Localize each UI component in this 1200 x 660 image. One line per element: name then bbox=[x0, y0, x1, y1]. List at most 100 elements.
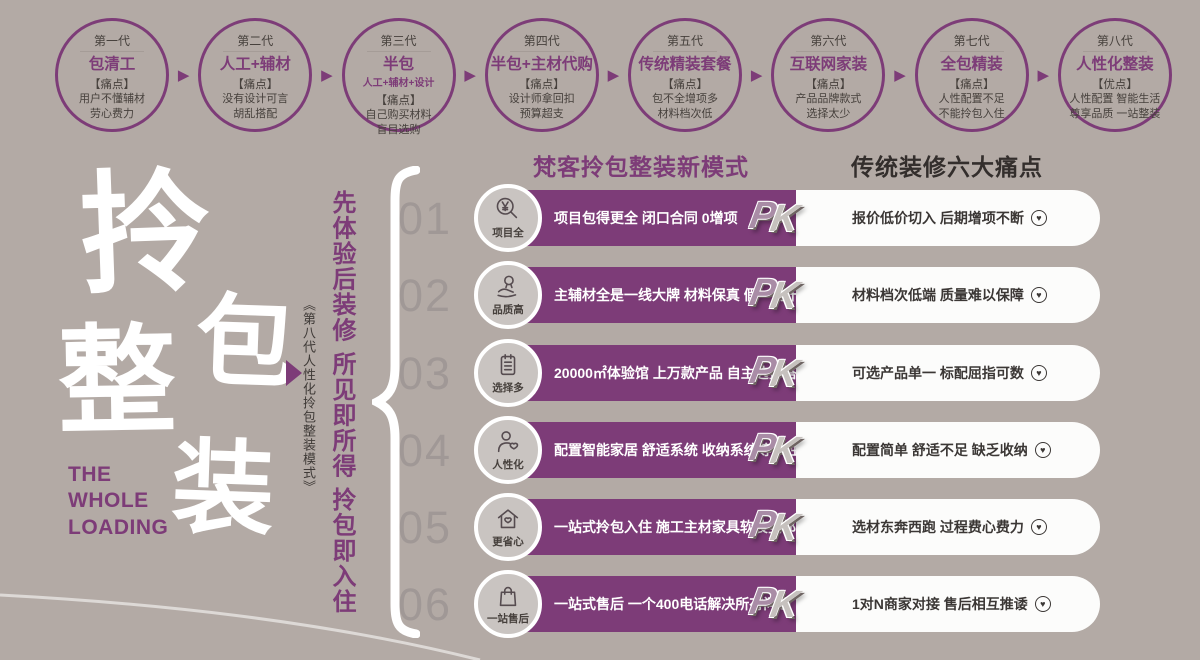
header-new-model: 梵客拎包整装新模式 bbox=[533, 154, 749, 180]
broken-heart-icon: ♥ bbox=[1030, 287, 1047, 303]
gen-line: 选择太少 bbox=[806, 107, 851, 120]
icon-label: 人性化 bbox=[492, 459, 524, 471]
comparison-row-6: 06 一站式售后 一个400电话解决所有问题 1对N商家对接 售后相互推诿 ♥ 一… bbox=[398, 570, 1102, 638]
generation-timeline: 第一代 包清工 【痛点】 用户不懂辅材 劳心费力 ▶ 第二代 人工+辅材 【痛点… bbox=[55, 18, 1172, 136]
con-bar: 材料档次低端 质量难以保障 ♥ bbox=[796, 267, 1100, 323]
divider bbox=[653, 51, 718, 52]
slogan-vertical: 先体验后装修 所见即所得 拎包即入住 bbox=[328, 190, 355, 615]
row-number: 05 bbox=[398, 502, 453, 553]
pro-bar: 项目包得更全 闭口合同 0增项 bbox=[486, 190, 796, 246]
gen-label: 第五代 bbox=[667, 34, 704, 48]
arrow-right-icon: ▶ bbox=[177, 66, 190, 84]
gen-title: 半包+主材代购 bbox=[490, 56, 593, 73]
pro-text: 一站式拎包入住 施工主材家具软装全都有 bbox=[554, 519, 810, 535]
logo-char-2: 包 bbox=[193, 281, 299, 403]
pro-text: 20000㎡体验馆 上万款产品 自主选择搭配 bbox=[554, 365, 811, 381]
pro-text: 主辅材全是一线大牌 材料保真 假一罚十 bbox=[554, 287, 800, 303]
gen-line: 自己购买材料 bbox=[365, 109, 432, 122]
row-number: 02 bbox=[398, 270, 453, 321]
gen-tag: 【痛点】 bbox=[375, 95, 422, 108]
shopping-bag-icon: 一站售后 bbox=[474, 570, 542, 638]
gen-label: 第八代 bbox=[1096, 34, 1133, 48]
divider bbox=[939, 51, 1004, 52]
con-text: 配置简单 舒适不足 缺乏收纳 bbox=[852, 442, 1028, 458]
con-text: 报价低价切入 后期增项不断 bbox=[852, 210, 1024, 226]
gen-tag: 【优点】 bbox=[1091, 79, 1138, 92]
gen-title: 包清工 bbox=[88, 56, 136, 73]
divider bbox=[509, 51, 574, 52]
con-bar: 报价低价切入 后期增项不断 ♥ bbox=[796, 190, 1100, 246]
row-number: 01 bbox=[398, 193, 453, 244]
comparison-row-4: 04 配置智能家居 舒适系统 收纳系统等人性产品 配置简单 舒适不足 缺乏收纳 ♥… bbox=[398, 416, 1102, 484]
gen-line: 用户不懂辅材 bbox=[79, 93, 145, 106]
divider bbox=[1082, 51, 1147, 52]
logo-char-1: 拎 bbox=[77, 153, 215, 314]
medal-hand-icon: 品质高 bbox=[474, 261, 542, 329]
logo-subtitle: THE WHOLE LOADING bbox=[68, 463, 169, 539]
divider bbox=[223, 51, 288, 52]
divider bbox=[366, 51, 431, 52]
gen-line: 人性配置不足 bbox=[938, 93, 1005, 106]
broken-heart-icon: ♥ bbox=[1030, 519, 1047, 535]
broken-heart-icon: ♥ bbox=[1034, 596, 1051, 612]
gen-label: 第一代 bbox=[93, 34, 130, 48]
broken-heart-icon: ♥ bbox=[1030, 210, 1047, 226]
gen-line: 不能拎包入住 bbox=[938, 107, 1005, 120]
con-text: 选材东奔西跑 过程费心费力 bbox=[852, 519, 1024, 535]
gen-title: 人性化整装 bbox=[1076, 56, 1154, 73]
gen-circle-3: 第三代 半包 人工+辅材+设计 【痛点】 自己购买材料 盲目选购 bbox=[341, 18, 456, 136]
arrow-right-icon: ▶ bbox=[607, 66, 620, 84]
row-number: 06 bbox=[398, 579, 453, 630]
gen-title: 人工+辅材 bbox=[219, 56, 291, 73]
comparison-row-3: 03 20000㎡体验馆 上万款产品 自主选择搭配 可选产品单一 标配屈指可数 ♥… bbox=[398, 339, 1102, 407]
con-text: 1对N商家对接 售后相互推诿 bbox=[852, 596, 1028, 612]
gen-tag: 【痛点】 bbox=[518, 79, 565, 92]
arrow-right-icon: ▶ bbox=[1037, 66, 1049, 84]
arrow-right-icon: ▶ bbox=[750, 66, 763, 84]
broken-heart-icon: ♥ bbox=[1030, 365, 1047, 381]
logo-char-3: 整 bbox=[56, 309, 178, 452]
gen-tag: 【痛点】 bbox=[232, 79, 279, 92]
yen-search-icon: 项目全 bbox=[474, 184, 542, 252]
gen-title: 全包精装 bbox=[940, 56, 1003, 73]
gen-label: 第二代 bbox=[237, 34, 274, 48]
icon-label: 一站售后 bbox=[487, 613, 529, 625]
gen-tag: 【痛点】 bbox=[948, 79, 995, 92]
gen-title: 互联网家装 bbox=[789, 56, 868, 73]
gen-circle-6: 第六代 互联网家装 【痛点】 产品品牌款式 选择太少 bbox=[771, 18, 886, 132]
gen-line: 设计师拿回扣 bbox=[508, 93, 575, 106]
gen-line: 人性配置 智能生活 bbox=[1069, 93, 1161, 106]
icon-label: 更省心 bbox=[492, 536, 524, 548]
gen-title: 传统精装套餐 bbox=[638, 56, 732, 73]
checklist-icon: 选择多 bbox=[474, 339, 542, 407]
con-bar: 配置简单 舒适不足 缺乏收纳 ♥ bbox=[796, 422, 1100, 478]
gen-tag: 【痛点】 bbox=[805, 79, 852, 92]
pro-bar: 配置智能家居 舒适系统 收纳系统等人性产品 bbox=[486, 422, 828, 478]
gen-circle-7: 第七代 全包精装 【痛点】 人性配置不足 不能拎包入住 bbox=[914, 18, 1029, 132]
gen-label: 第四代 bbox=[523, 34, 560, 48]
gen-line: 没有设计可言 bbox=[222, 93, 289, 106]
comparison-row-2: 02 主辅材全是一线大牌 材料保真 假一罚十 材料档次低端 质量难以保障 ♥ 品质… bbox=[398, 261, 1102, 329]
icon-label: 品质高 bbox=[492, 304, 524, 316]
mode-label: 《第八代人性化拎包整装模式》 bbox=[301, 298, 316, 494]
pro-bar: 主辅材全是一线大牌 材料保真 假一罚十 bbox=[486, 267, 800, 323]
gen-line: 劳心费力 bbox=[90, 107, 134, 120]
gen-tag: 【痛点】 bbox=[662, 79, 709, 92]
gen-line: 包不全增项多 bbox=[652, 93, 719, 106]
icon-label: 项目全 bbox=[492, 227, 524, 239]
row-number: 04 bbox=[398, 425, 453, 476]
brace-shape bbox=[372, 166, 420, 638]
gen-circle-4: 第四代 半包+主材代购 【痛点】 设计师拿回扣 预算超支 bbox=[484, 18, 599, 132]
gen-line: 产品品牌款式 bbox=[795, 93, 862, 106]
gen-circle-1: 第一代 包清工 【痛点】 用户不懂辅材 劳心费力 bbox=[55, 18, 169, 132]
comparison-row-5: 05 一站式拎包入住 施工主材家具软装全都有 选材东奔西跑 过程费心费力 ♥ 更省… bbox=[398, 493, 1102, 561]
gen-circle-2: 第二代 人工+辅材 【痛点】 没有设计可言 胡乱搭配 bbox=[198, 18, 313, 132]
pro-text: 一站式售后 一个400电话解决所有问题 bbox=[554, 596, 792, 612]
gen-title: 半包 bbox=[383, 56, 415, 73]
con-bar: 选材东奔西跑 过程费心费力 ♥ bbox=[796, 499, 1100, 555]
